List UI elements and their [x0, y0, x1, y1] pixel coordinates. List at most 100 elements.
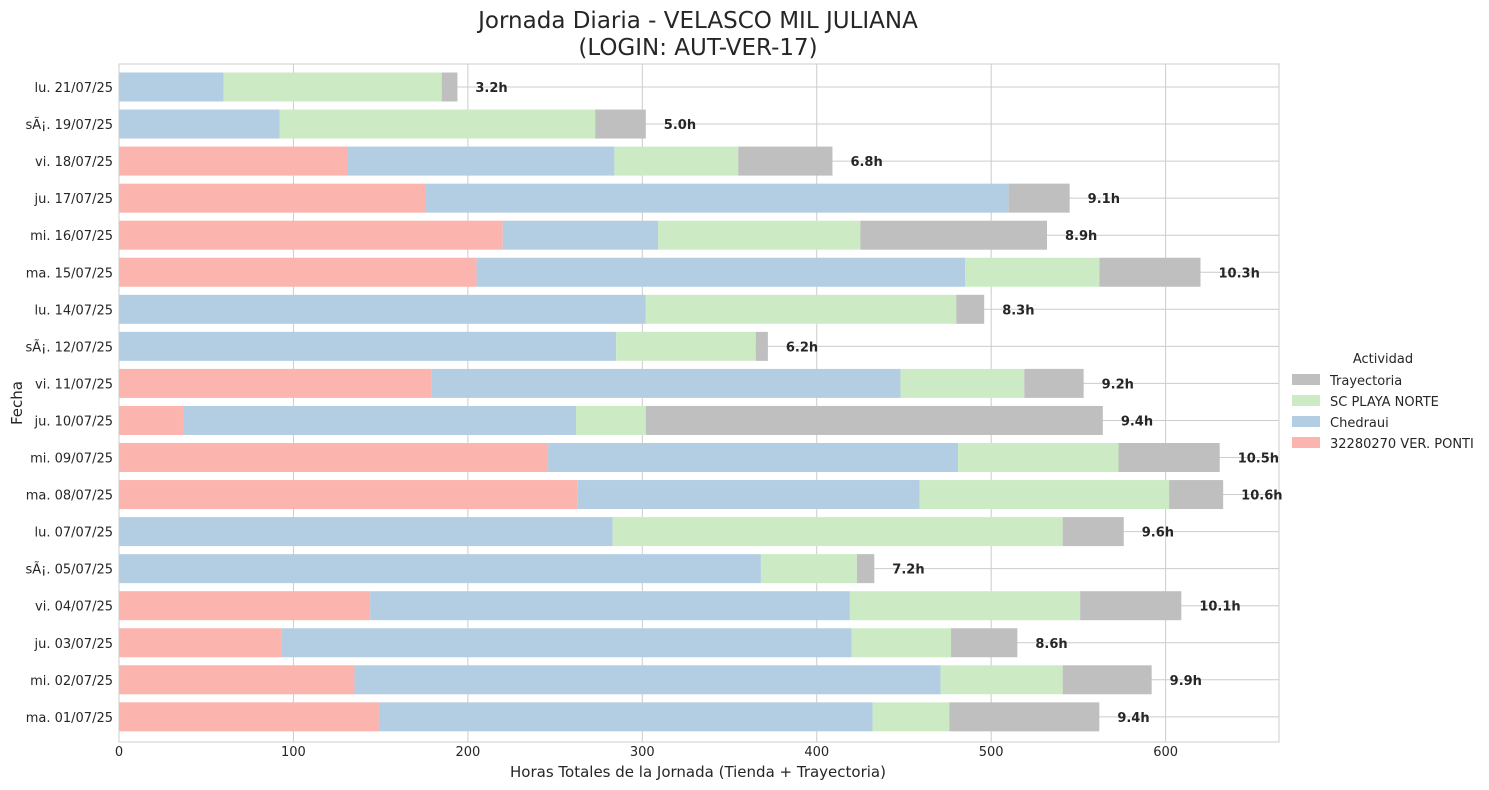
bar-segment [441, 72, 458, 102]
total-label: 9.2h [1102, 377, 1134, 392]
legend: Actividad Trayectoria SC PLAYA NORTE Chedr… [1292, 352, 1474, 452]
bar-segment [370, 591, 850, 621]
plot-frame [118, 63, 1280, 743]
bar-segment [576, 405, 646, 435]
bar-segment [119, 146, 348, 176]
y-tick-label: ma. 01/07/25 [26, 711, 113, 726]
total-label: 5.0h [664, 118, 696, 133]
x-tick-label: 500 [979, 745, 1004, 760]
y-tick-label: mi. 16/07/25 [30, 229, 113, 244]
bar-segment [612, 517, 1063, 547]
bar-segment [1118, 443, 1220, 472]
y-tick-label: vi. 11/07/25 [35, 377, 113, 392]
bar-segment [1008, 183, 1070, 213]
bar-segment [1062, 517, 1124, 547]
total-label: 8.3h [1002, 303, 1034, 318]
total-label: 7.2h [892, 563, 924, 578]
y-tick-label: ju. 17/07/25 [33, 192, 113, 207]
y-tick-label: vi. 04/07/25 [35, 600, 113, 615]
bar-segment [119, 554, 761, 584]
legend-label: 32280270 VER. PONTI [1330, 437, 1474, 452]
x-tick-label: 300 [630, 745, 655, 760]
y-tick-label: sÃ¡. 19/07/25 [25, 117, 113, 133]
total-label: 8.9h [1065, 229, 1097, 244]
bar-segment [856, 554, 875, 584]
total-label: 3.2h [475, 81, 507, 96]
bar-segment [1024, 368, 1084, 398]
x-tick-label: 0 [115, 745, 123, 760]
chart-subtitle: (LOGIN: AUT-VER-17) [578, 35, 817, 61]
bar-segment [919, 480, 1170, 510]
bar-segment [119, 443, 549, 472]
bar-segment [951, 628, 1018, 658]
bar-segment [431, 368, 901, 398]
bars [119, 72, 1224, 732]
y-tick-label: sÃ¡. 05/07/25 [25, 562, 113, 578]
y-tick-label: ju. 10/07/25 [33, 414, 113, 429]
bar-segment [965, 257, 1100, 287]
bar-segment [1062, 665, 1152, 695]
legend-swatch [1292, 416, 1320, 427]
y-tick-label: ju. 03/07/25 [33, 637, 113, 652]
bar-segment [476, 257, 966, 287]
total-label: 8.6h [1035, 637, 1067, 652]
bar-segment [378, 702, 873, 732]
bar-segment [958, 443, 1119, 472]
legend-title: Actividad [1353, 352, 1413, 367]
bar-segment [645, 405, 1103, 435]
bar-segment [900, 368, 1025, 398]
bar-segment [119, 628, 282, 658]
bar-segment [119, 257, 477, 287]
bar-segment [119, 591, 371, 621]
bar-segment [119, 183, 427, 213]
bar-segment [577, 480, 920, 510]
bar-segment [940, 665, 1063, 695]
y-tick-label: mi. 02/07/25 [30, 674, 113, 689]
x-tick-label: 200 [455, 745, 480, 760]
bar-segment [281, 628, 852, 658]
total-label: 9.4h [1121, 414, 1153, 429]
bar-segment [119, 109, 280, 139]
bar-segment [119, 368, 432, 398]
bar-segment [119, 220, 503, 250]
y-tick-label: sÃ¡. 12/07/25 [25, 339, 113, 355]
bar-segment [1080, 591, 1182, 621]
bar-segment [119, 331, 617, 361]
bar-segment [872, 702, 950, 732]
legend-swatch [1292, 437, 1320, 448]
x-tick-label: 100 [281, 745, 306, 760]
total-label: 10.1h [1199, 600, 1240, 615]
bar-segment [755, 331, 768, 361]
x-tick-label: 600 [1153, 745, 1178, 760]
legend-label: Chedraui [1330, 416, 1389, 431]
bar-segment [760, 554, 857, 584]
legend-label: Trayectoria [1329, 374, 1402, 389]
total-label: 9.6h [1142, 526, 1174, 541]
bar-segment [119, 480, 578, 510]
total-label: 6.8h [850, 155, 882, 170]
y-tick-label: vi. 18/07/25 [35, 155, 113, 170]
legend-label: SC PLAYA NORTE [1330, 395, 1439, 410]
y-tick-label: lu. 14/07/25 [34, 303, 113, 318]
legend-swatch [1292, 395, 1320, 406]
bar-segment [851, 628, 952, 658]
bar-segment [738, 146, 833, 176]
bar-segment [849, 591, 1081, 621]
bar-segment [426, 183, 1009, 213]
bar-segment [658, 220, 861, 250]
bar-segment [119, 72, 224, 102]
chart-title: Jornada Diaria - VELASCO MIL JULIANA [476, 8, 918, 34]
total-label: 9.9h [1170, 674, 1202, 689]
legend-swatch [1292, 374, 1320, 385]
bar-segment [949, 702, 1100, 732]
total-label: 9.4h [1117, 711, 1149, 726]
bar-segment [119, 665, 355, 695]
total-label: 6.2h [786, 340, 818, 355]
bar-segment [595, 109, 646, 139]
total-label: 10.6h [1241, 489, 1282, 504]
y-tick-label: mi. 09/07/25 [30, 452, 113, 467]
bar-segment [502, 220, 659, 250]
bar-segment [614, 146, 739, 176]
bar-segment [223, 72, 442, 102]
